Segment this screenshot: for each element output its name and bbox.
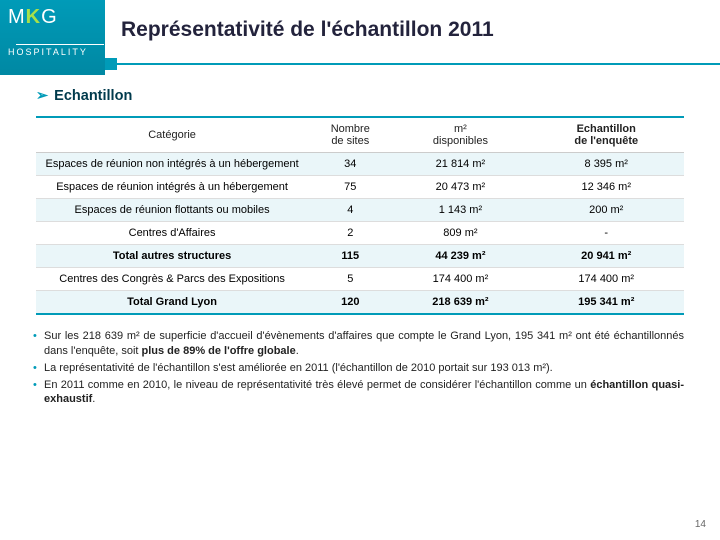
table-cell: Centres des Congrès & Parcs des Expositi… xyxy=(36,268,308,291)
bullet-dot-icon: • xyxy=(33,378,37,393)
table-cell: Espaces de réunion non intégrés à un héb… xyxy=(36,153,308,176)
title-square xyxy=(105,58,117,70)
logo-panel: MKG HOSPITALITY xyxy=(0,0,105,75)
table-row: Centres des Congrès & Parcs des Expositi… xyxy=(36,268,684,291)
table-cell: Total autres structures xyxy=(36,245,308,268)
page-number: 14 xyxy=(695,519,706,530)
col-nbsites: Nombrede sites xyxy=(308,117,392,153)
table-cell: 218 639 m² xyxy=(392,291,528,315)
table-cell: 12 346 m² xyxy=(528,176,684,199)
table-cell: Espaces de réunion flottants ou mobiles xyxy=(36,199,308,222)
table-row: Centres d'Affaires2809 m²- xyxy=(36,222,684,245)
table-row: Total Grand Lyon120218 639 m²195 341 m² xyxy=(36,291,684,315)
table-cell: 174 400 m² xyxy=(528,268,684,291)
table-cell: 4 xyxy=(308,199,392,222)
note-item: •La représentativité de l'échantillon s'… xyxy=(36,361,684,376)
table-cell: 2 xyxy=(308,222,392,245)
title-rule xyxy=(117,63,720,65)
table-cell: 195 341 m² xyxy=(528,291,684,315)
table-cell: - xyxy=(528,222,684,245)
table-row: Espaces de réunion non intégrés à un héb… xyxy=(36,153,684,176)
bullet-dot-icon: • xyxy=(33,361,37,376)
table-cell: 115 xyxy=(308,245,392,268)
col-m2: m²disponibles xyxy=(392,117,528,153)
chevron-icon: ➢ xyxy=(36,88,48,104)
bullet-dot-icon: • xyxy=(33,329,37,344)
table-cell: 44 239 m² xyxy=(392,245,528,268)
table-header-row: Catégorie Nombrede sites m²disponibles E… xyxy=(36,117,684,153)
table-cell: Total Grand Lyon xyxy=(36,291,308,315)
logo: MKG HOSPITALITY xyxy=(8,6,88,57)
table-cell: 1 143 m² xyxy=(392,199,528,222)
note-item: •Sur les 218 639 m² de superficie d'accu… xyxy=(36,329,684,359)
section-heading: ➢Echantillon xyxy=(36,88,684,104)
logo-divider xyxy=(16,44,104,45)
table-row: Espaces de réunion intégrés à un héberge… xyxy=(36,176,684,199)
table-cell: Espaces de réunion intégrés à un héberge… xyxy=(36,176,308,199)
table-cell: 120 xyxy=(308,291,392,315)
note-item: •En 2011 comme en 2010, le niveau de rep… xyxy=(36,378,684,408)
content: ➢Echantillon Catégorie Nombrede sites m²… xyxy=(36,88,684,409)
col-categorie: Catégorie xyxy=(36,117,308,153)
page-title: Représentativité de l'échantillon 2011 xyxy=(121,18,494,42)
table-row: Espaces de réunion flottants ou mobiles4… xyxy=(36,199,684,222)
table-cell: 20 941 m² xyxy=(528,245,684,268)
col-echantillon: Echantillonde l'enquête xyxy=(528,117,684,153)
table-cell: Centres d'Affaires xyxy=(36,222,308,245)
table-cell: 8 395 m² xyxy=(528,153,684,176)
table-cell: 200 m² xyxy=(528,199,684,222)
table-cell: 20 473 m² xyxy=(392,176,528,199)
notes-list: •Sur les 218 639 m² de superficie d'accu… xyxy=(36,329,684,407)
table-cell: 34 xyxy=(308,153,392,176)
table-cell: 174 400 m² xyxy=(392,268,528,291)
logo-text: MKG xyxy=(8,6,58,28)
table-cell: 5 xyxy=(308,268,392,291)
logo-subtitle: HOSPITALITY xyxy=(8,47,88,57)
table-cell: 809 m² xyxy=(392,222,528,245)
title-bar: Représentativité de l'échantillon 2011 xyxy=(105,0,720,60)
table-row: Total autres structures11544 239 m²20 94… xyxy=(36,245,684,268)
table-cell: 21 814 m² xyxy=(392,153,528,176)
table-cell: 75 xyxy=(308,176,392,199)
echantillon-table: Catégorie Nombrede sites m²disponibles E… xyxy=(36,116,684,315)
